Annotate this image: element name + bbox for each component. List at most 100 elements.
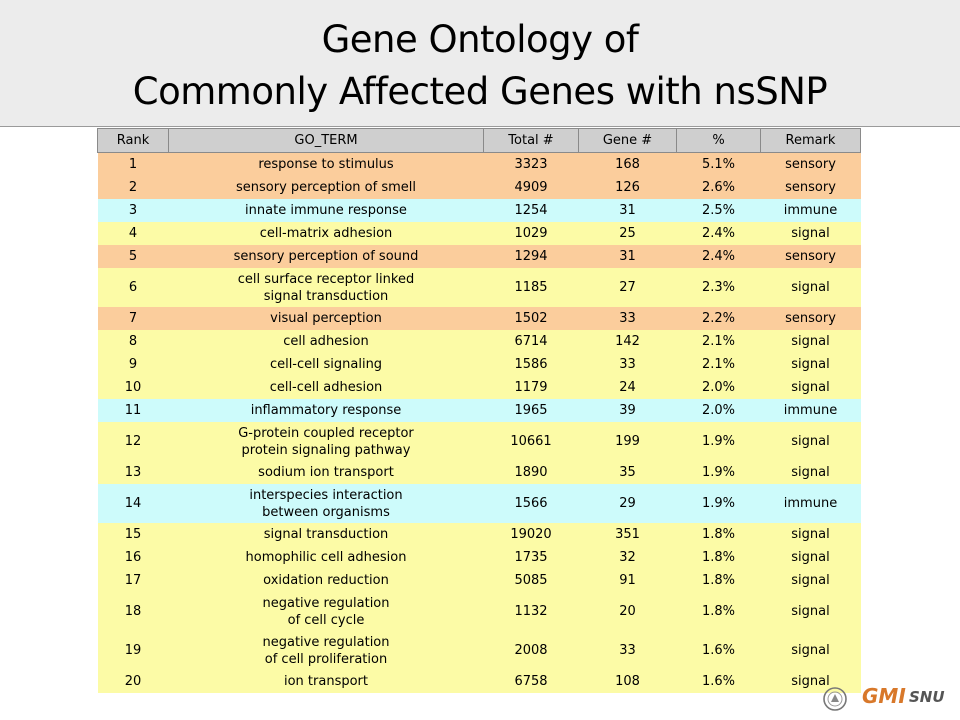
cell-remark: immune xyxy=(760,484,861,523)
cell-percent: 1.9% xyxy=(676,484,761,523)
cell-total: 2008 xyxy=(483,631,579,670)
cell-rank: 12 xyxy=(97,422,169,461)
cell-go-term: oxidation reduction xyxy=(168,569,484,592)
cell-go-term: signal transduction xyxy=(168,523,484,546)
cell-go-term: sensory perception of smell xyxy=(168,176,484,199)
go-term-line: interspecies interaction xyxy=(249,487,403,503)
cell-percent: 1.8% xyxy=(676,546,761,569)
cell-remark: signal xyxy=(760,330,861,353)
cell-total: 1254 xyxy=(483,199,579,222)
cell-go-term: visual perception xyxy=(168,307,484,330)
go-term-line: of cell proliferation xyxy=(264,651,388,667)
cell-percent: 1.9% xyxy=(676,422,761,461)
cell-percent: 1.6% xyxy=(676,631,761,670)
table-row: 12 G-protein coupled receptor protein sign… xyxy=(97,422,861,461)
cell-total: 1566 xyxy=(483,484,579,523)
table-row: 13 sodium ion transport 1890 35 1.9% signal xyxy=(97,461,861,484)
cell-rank: 9 xyxy=(97,353,169,376)
cell-rank: 4 xyxy=(97,222,169,245)
cell-gene: 199 xyxy=(578,422,677,461)
cell-go-term: sodium ion transport xyxy=(168,461,484,484)
cell-remark: signal xyxy=(760,569,861,592)
cell-gene: 142 xyxy=(578,330,677,353)
cell-remark: signal xyxy=(760,546,861,569)
cell-remark: signal xyxy=(760,592,861,631)
cell-remark: sensory xyxy=(760,245,861,268)
cell-rank: 5 xyxy=(97,245,169,268)
cell-percent: 1.8% xyxy=(676,569,761,592)
cell-remark: immune xyxy=(760,199,861,222)
cell-rank: 18 xyxy=(97,592,169,631)
cell-remark: signal xyxy=(760,268,861,307)
cell-total: 1586 xyxy=(483,353,579,376)
cell-rank: 16 xyxy=(97,546,169,569)
title-band: Gene Ontology of Commonly Affected Genes… xyxy=(0,0,960,127)
go-term-line: cell-matrix adhesion xyxy=(259,226,393,241)
go-term-line: sodium ion transport xyxy=(258,465,394,480)
cell-percent: 2.4% xyxy=(676,245,761,268)
cell-rank: 8 xyxy=(97,330,169,353)
cell-total: 4909 xyxy=(483,176,579,199)
table-row: 8 cell adhesion 6714 142 2.1% signal xyxy=(97,330,861,353)
cell-rank: 11 xyxy=(97,399,169,422)
university-emblem-icon xyxy=(823,687,847,711)
page-title-line-2: Commonly Affected Genes with nsSNP xyxy=(132,70,828,113)
cell-gene: 20 xyxy=(578,592,677,631)
cell-gene: 35 xyxy=(578,461,677,484)
cell-gene: 32 xyxy=(578,546,677,569)
cell-rank: 14 xyxy=(97,484,169,523)
cell-remark: signal xyxy=(760,353,861,376)
table-body: 1 response to stimulus 3323 168 5.1% sensory 2… xyxy=(97,152,861,693)
table-row: 3 innate immune response 1254 31 2.5% immune xyxy=(97,199,861,222)
cell-percent: 2.2% xyxy=(676,307,761,330)
table-row: 10 cell-cell adhesion 1179 24 2.0% signal xyxy=(97,376,861,399)
go-term-line: between organisms xyxy=(262,504,390,520)
go-term-line: negative regulation xyxy=(262,595,390,611)
go-term-line: oxidation reduction xyxy=(263,573,389,588)
go-term-line: innate immune response xyxy=(245,203,407,218)
go-term-line: sensory perception of sound xyxy=(233,249,419,264)
table-row: 6 cell surface receptor linked signal tran… xyxy=(97,268,861,307)
cell-percent: 2.0% xyxy=(676,376,761,399)
table-row: 1 response to stimulus 3323 168 5.1% sensory xyxy=(97,152,861,176)
cell-percent: 5.1% xyxy=(676,152,761,176)
table-header-row: Rank GO_TERM Total # Gene # % Remark xyxy=(97,128,861,153)
go-term-line: homophilic cell adhesion xyxy=(245,550,407,565)
cell-rank: 13 xyxy=(97,461,169,484)
table-row: 11 inflammatory response 1965 39 2.0% immune xyxy=(97,399,861,422)
cell-go-term: homophilic cell adhesion xyxy=(168,546,484,569)
cell-total: 1029 xyxy=(483,222,579,245)
cell-total: 1185 xyxy=(483,268,579,307)
cell-rank: 10 xyxy=(97,376,169,399)
page-title-line-1: Gene Ontology of xyxy=(321,18,639,61)
cell-rank: 1 xyxy=(97,152,169,176)
go-term-line: ion transport xyxy=(283,674,368,689)
cell-gene: 351 xyxy=(578,523,677,546)
table-row: 7 visual perception 1502 33 2.2% sensory xyxy=(97,307,861,330)
cell-rank: 17 xyxy=(97,569,169,592)
cell-total: 19020 xyxy=(483,523,579,546)
cell-go-term: cell-matrix adhesion xyxy=(168,222,484,245)
go-term-line: cell adhesion xyxy=(283,334,369,349)
cell-remark: sensory xyxy=(760,176,861,199)
header-remark: Remark xyxy=(760,128,861,153)
cell-rank: 6 xyxy=(97,268,169,307)
cell-percent: 1.9% xyxy=(676,461,761,484)
cell-percent: 2.1% xyxy=(676,353,761,376)
cell-percent: 1.6% xyxy=(676,670,761,693)
cell-rank: 19 xyxy=(97,631,169,670)
cell-remark: signal xyxy=(760,376,861,399)
logo-brand-text: GMI xyxy=(862,684,906,708)
cell-gene: 168 xyxy=(578,152,677,176)
table-row: 20 ion transport 6758 108 1.6% signal xyxy=(97,670,861,693)
go-term-line: sensory perception of smell xyxy=(236,180,416,195)
cell-percent: 2.1% xyxy=(676,330,761,353)
table-row: 19 negative regulation of cell proliferati… xyxy=(97,631,861,670)
header-gene: Gene # xyxy=(578,128,677,153)
cell-gene: 33 xyxy=(578,307,677,330)
cell-percent: 1.8% xyxy=(676,592,761,631)
go-term-line: visual perception xyxy=(270,311,382,326)
cell-go-term: interspecies interaction between organism… xyxy=(168,484,484,523)
cell-remark: signal xyxy=(760,422,861,461)
cell-percent: 2.0% xyxy=(676,399,761,422)
